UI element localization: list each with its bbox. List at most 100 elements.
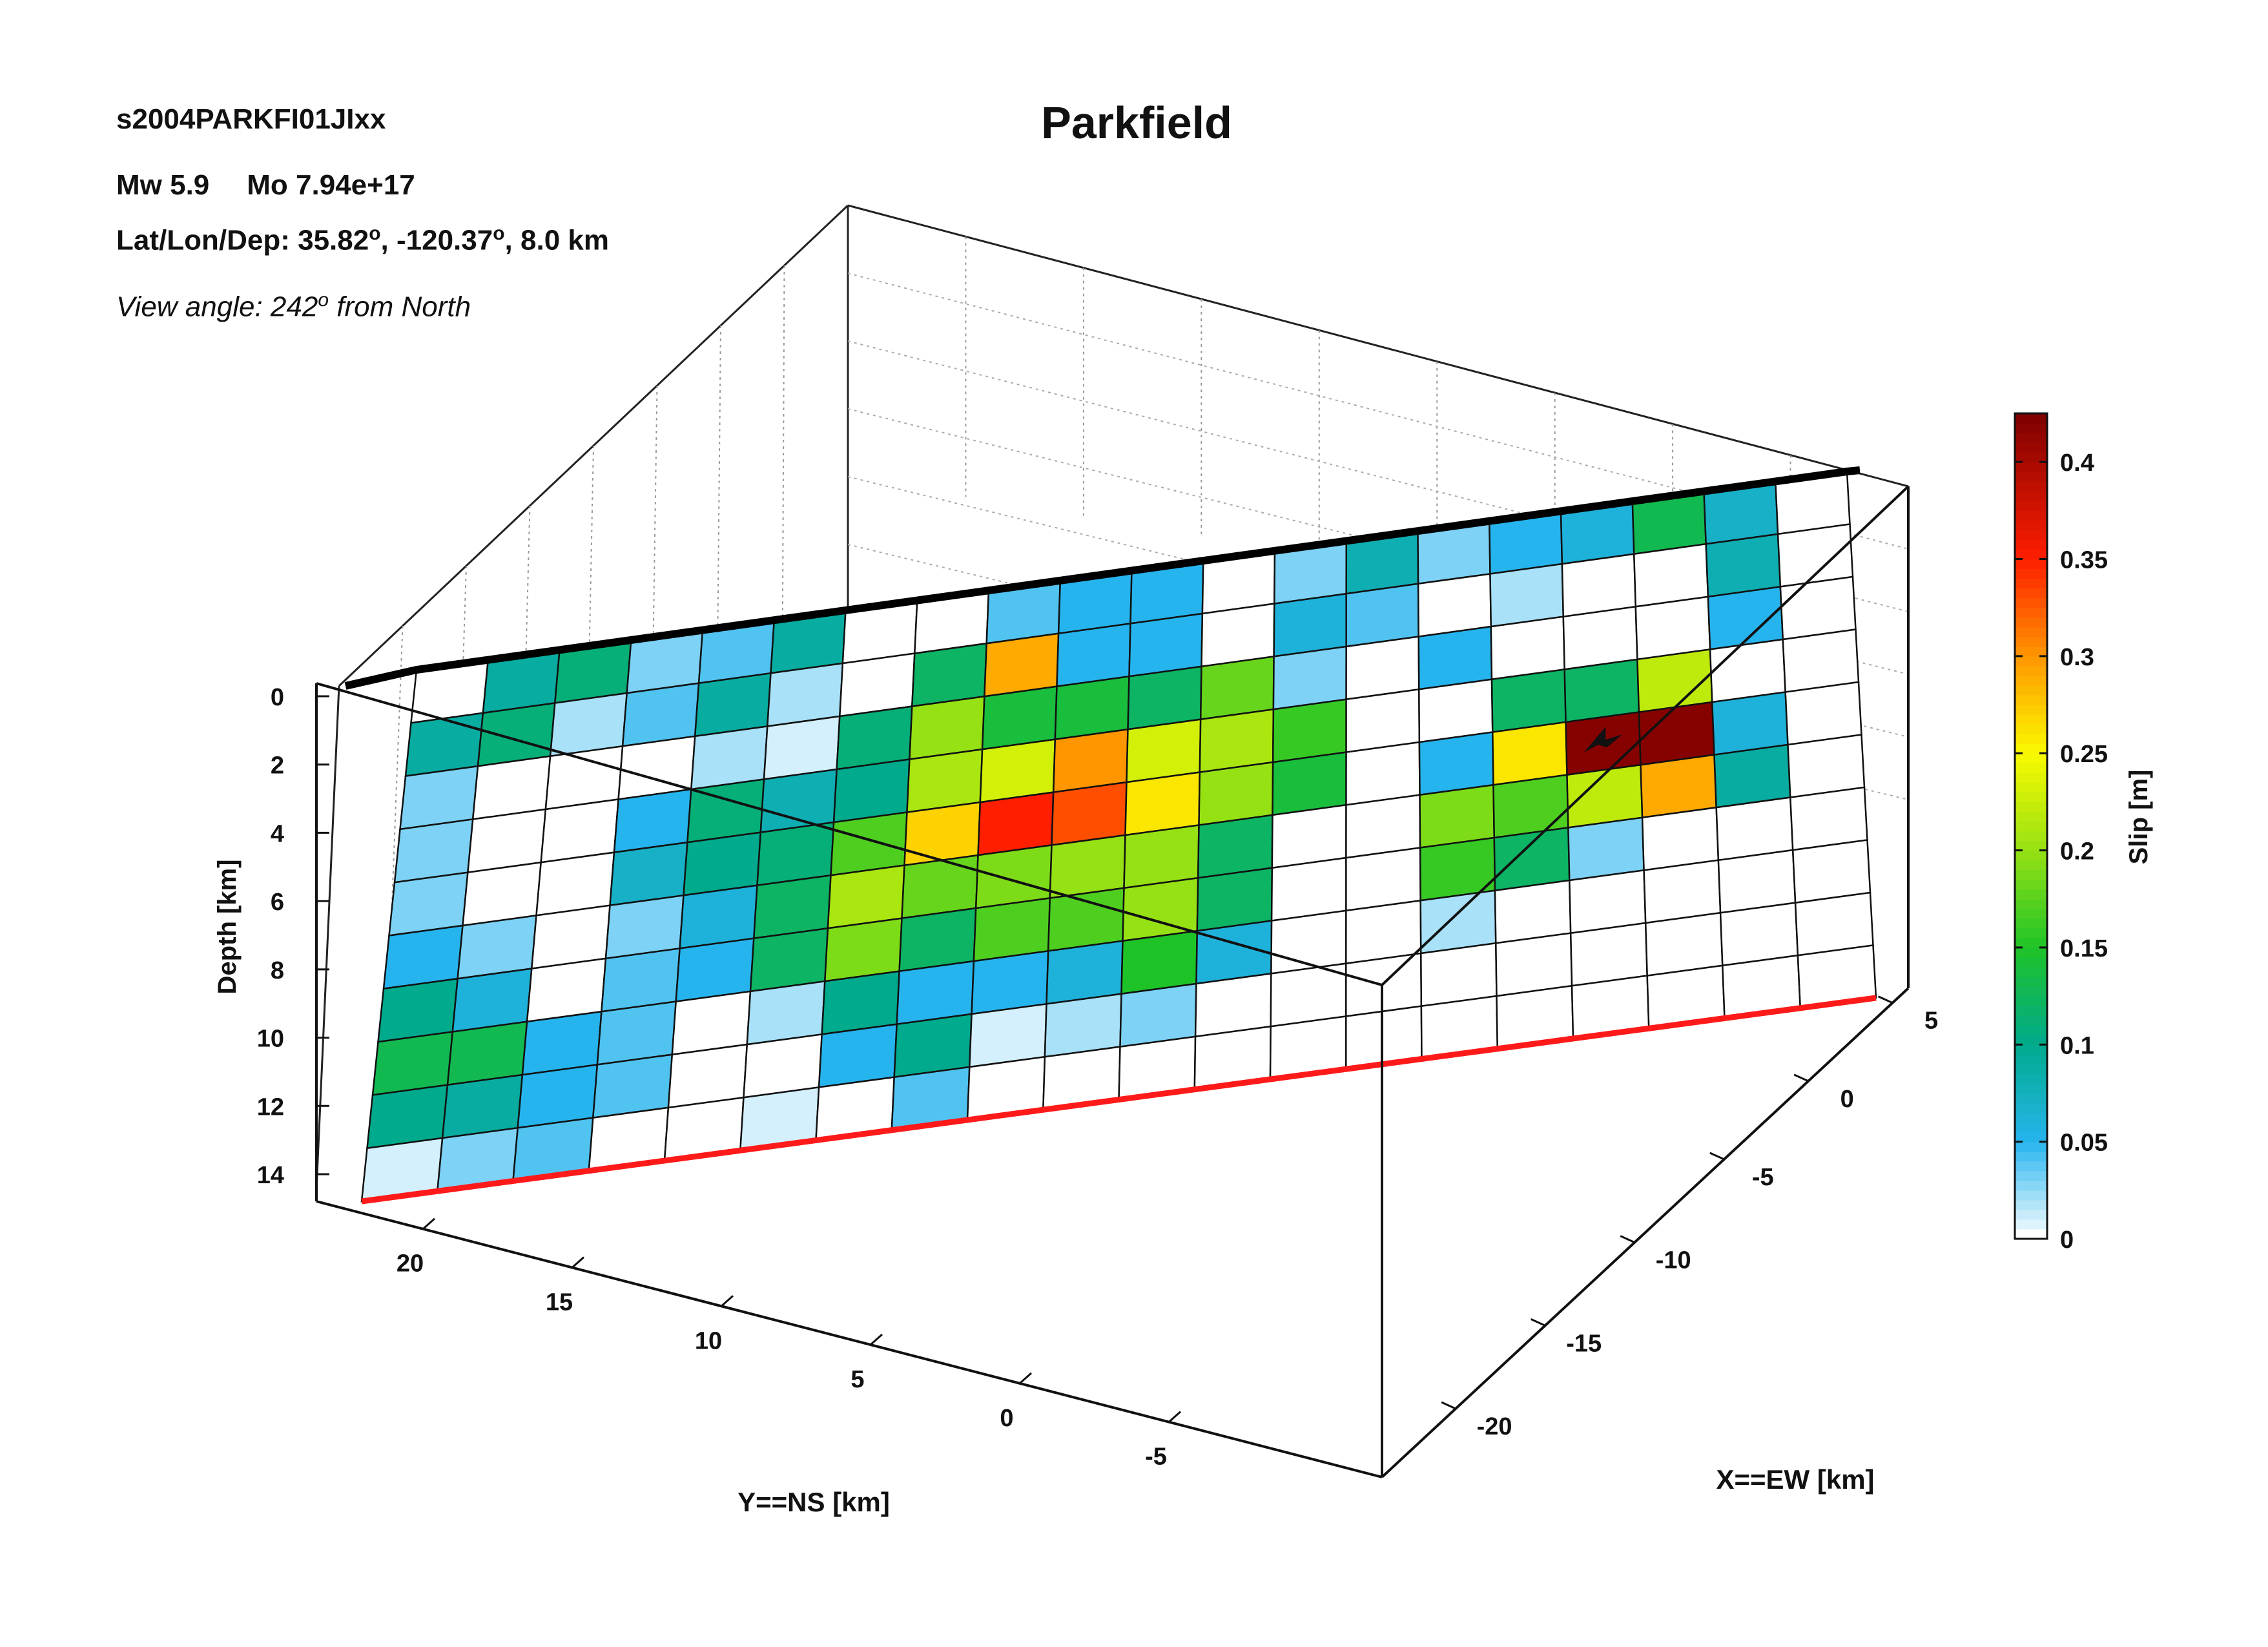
ns-tick-label: 20 bbox=[397, 1250, 424, 1278]
slip-cell bbox=[1345, 688, 1421, 754]
colorbar-segment bbox=[2015, 1190, 2047, 1201]
colorbar-segment bbox=[2015, 743, 2047, 754]
colorbar-tick-label: 0.4 bbox=[2060, 450, 2094, 477]
colorbar-segment bbox=[2015, 568, 2047, 579]
slip-cell bbox=[1492, 774, 1569, 839]
colorbar-segment bbox=[2015, 1035, 2047, 1045]
colorbar-segment bbox=[2015, 831, 2047, 842]
front-box-lines bbox=[315, 485, 1910, 1478]
colorbar-segment bbox=[2015, 588, 2047, 599]
colorbar-segment bbox=[2015, 539, 2047, 550]
box-edge bbox=[847, 204, 1909, 488]
ns-tick-label: 5 bbox=[850, 1366, 864, 1393]
colorbar-segment bbox=[2015, 898, 2047, 909]
colorbar-segment bbox=[2015, 433, 2047, 443]
slip-cell bbox=[1643, 859, 1722, 924]
colorbar-segment bbox=[2015, 967, 2047, 977]
hypocenter-marker bbox=[1583, 727, 1623, 753]
magnitude-line: Mw 5.9 Mo 7.94e+17 bbox=[116, 169, 415, 202]
colorbar-segment bbox=[2015, 1006, 2047, 1016]
colorbar-tick-label: 0.2 bbox=[2060, 838, 2094, 865]
slip-cell bbox=[1638, 701, 1715, 766]
colorbar-tick-label: 0.3 bbox=[2060, 644, 2094, 671]
colorbar-segment bbox=[2015, 530, 2047, 541]
ns-tick bbox=[721, 1295, 734, 1307]
grid-line bbox=[847, 476, 1909, 738]
slip-cell bbox=[1633, 543, 1709, 608]
ew-tick bbox=[1441, 1401, 1456, 1410]
ns-tick bbox=[1019, 1372, 1032, 1384]
colorbar-segment bbox=[2015, 481, 2047, 492]
colorbar-tick-label: 0.25 bbox=[2060, 741, 2108, 768]
slip-cell bbox=[1270, 856, 1347, 922]
slip-cell bbox=[1272, 698, 1347, 763]
depth-tick-label: 8 bbox=[271, 957, 284, 984]
slip-cell bbox=[1197, 814, 1273, 879]
depth: 8.0 km bbox=[521, 224, 609, 256]
view-angle-suffix: from North bbox=[336, 291, 471, 323]
degree-mark: o bbox=[493, 223, 505, 244]
colorbar-segment bbox=[2015, 753, 2047, 763]
colorbar-segment bbox=[2015, 501, 2047, 511]
colorbar-segment bbox=[2015, 442, 2047, 453]
ew-tick bbox=[1877, 995, 1893, 1004]
colorbar-segment bbox=[2015, 1064, 2047, 1074]
slip-cell bbox=[1493, 826, 1571, 892]
depth-tick-label: 2 bbox=[271, 752, 284, 780]
ew-tick-label: 5 bbox=[1924, 1008, 1938, 1035]
colorbar-segment bbox=[2015, 1161, 2047, 1172]
depth-tick-label: 0 bbox=[271, 684, 284, 711]
colorbar-segment bbox=[2015, 1073, 2047, 1084]
slip-cell bbox=[1791, 839, 1871, 904]
slip-cell bbox=[1272, 751, 1347, 816]
colorbar-segment bbox=[2015, 471, 2047, 482]
colorbar-segment bbox=[2015, 986, 2047, 997]
fault-bottom-edge bbox=[361, 995, 1877, 1205]
box-edge bbox=[316, 682, 1383, 986]
colorbar-segment bbox=[2015, 1044, 2047, 1055]
colorbar-segment bbox=[2015, 423, 2047, 433]
colorbar-tick-label: 0.35 bbox=[2060, 547, 2108, 574]
box-edge bbox=[1381, 987, 1910, 1478]
slip-cell bbox=[1419, 783, 1496, 849]
colorbar-segment bbox=[2015, 1209, 2047, 1220]
slip-cell bbox=[1794, 891, 1874, 957]
slip-cell bbox=[1490, 668, 1567, 733]
ns-tick bbox=[572, 1256, 584, 1269]
colorbar-segment bbox=[2015, 927, 2047, 938]
depth-tick-label: 4 bbox=[271, 820, 284, 847]
slip-cell bbox=[1201, 603, 1275, 668]
colorbar-segment bbox=[2015, 695, 2047, 705]
page-title: Parkfield bbox=[1041, 98, 1232, 148]
colorbar-tick-label: 0 bbox=[2060, 1227, 2074, 1254]
colorbar-segment bbox=[2015, 452, 2047, 462]
slip-cell bbox=[1489, 563, 1565, 628]
slip-cell bbox=[1273, 592, 1347, 658]
colorbar-segment bbox=[2015, 869, 2047, 880]
slip-cell bbox=[1345, 794, 1421, 859]
ns-tick bbox=[422, 1217, 435, 1230]
colorbar-segment bbox=[2015, 1054, 2047, 1064]
colorbar-segment bbox=[2015, 957, 2047, 968]
colorbar-segment bbox=[2015, 821, 2047, 832]
colorbar-segment bbox=[2015, 636, 2047, 647]
slip-cell bbox=[1494, 879, 1572, 944]
colorbar-segment bbox=[2015, 879, 2047, 890]
slip-cell bbox=[1420, 942, 1498, 1008]
degree-mark: o bbox=[369, 223, 381, 244]
colorbar-tick-label: 0.15 bbox=[2060, 935, 2108, 962]
latitude: 35.82 bbox=[298, 224, 369, 256]
colorbar-tick-label: 0.05 bbox=[2060, 1130, 2108, 1157]
slip-cell bbox=[1490, 616, 1565, 681]
slip-cell bbox=[1345, 899, 1422, 965]
colorbar-segment bbox=[2015, 520, 2047, 531]
colorbar-frame bbox=[2014, 412, 2048, 1240]
slip-cell bbox=[1198, 761, 1274, 826]
slip-cell bbox=[1641, 806, 1720, 871]
slip-cell bbox=[1715, 796, 1794, 862]
slip-cell bbox=[1127, 665, 1202, 730]
ew-tick-label: -15 bbox=[1566, 1330, 1602, 1357]
view-angle: View angle: 242 bbox=[116, 291, 318, 323]
colorbar-segment bbox=[2015, 1122, 2047, 1133]
